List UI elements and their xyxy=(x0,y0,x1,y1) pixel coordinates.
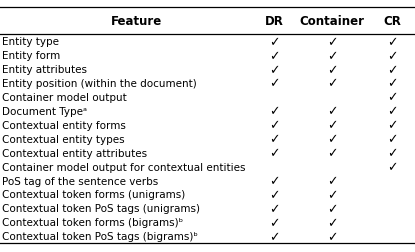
Text: Entity position (within the document): Entity position (within the document) xyxy=(2,79,197,89)
Text: Container model output for contextual entities: Container model output for contextual en… xyxy=(2,162,246,172)
Text: ✓: ✓ xyxy=(327,216,337,229)
Text: Contextual entity attributes: Contextual entity attributes xyxy=(2,148,147,158)
Text: Entity form: Entity form xyxy=(2,51,60,61)
Text: ✓: ✓ xyxy=(327,50,337,62)
Text: ✓: ✓ xyxy=(327,133,337,146)
Text: ✓: ✓ xyxy=(387,50,398,62)
Text: ✓: ✓ xyxy=(269,188,279,201)
Text: ✓: ✓ xyxy=(327,174,337,187)
Text: ✓: ✓ xyxy=(327,202,337,215)
Text: ✓: ✓ xyxy=(327,230,337,243)
Text: ✓: ✓ xyxy=(269,64,279,76)
Text: ✓: ✓ xyxy=(269,202,279,215)
Text: ✓: ✓ xyxy=(327,119,337,132)
Text: ✓: ✓ xyxy=(269,230,279,243)
Text: Entity attributes: Entity attributes xyxy=(2,65,87,75)
Text: Contextual token PoS tags (bigrams)ᵇ: Contextual token PoS tags (bigrams)ᵇ xyxy=(2,231,198,241)
Text: ✓: ✓ xyxy=(327,105,337,118)
Text: ✓: ✓ xyxy=(269,50,279,62)
Text: ✓: ✓ xyxy=(387,147,398,160)
Text: Feature: Feature xyxy=(111,15,163,28)
Text: CR: CR xyxy=(383,15,401,28)
Text: ✓: ✓ xyxy=(327,188,337,201)
Text: ✓: ✓ xyxy=(269,216,279,229)
Text: ✓: ✓ xyxy=(327,64,337,76)
Text: ✓: ✓ xyxy=(269,119,279,132)
Text: Container model output: Container model output xyxy=(2,93,127,103)
Text: ✓: ✓ xyxy=(387,36,398,49)
Text: ✓: ✓ xyxy=(387,91,398,104)
Text: ✓: ✓ xyxy=(269,105,279,118)
Text: ✓: ✓ xyxy=(387,133,398,146)
Text: ✓: ✓ xyxy=(269,36,279,49)
Text: Container: Container xyxy=(300,15,364,28)
Text: PoS tag of the sentence verbs: PoS tag of the sentence verbs xyxy=(2,176,159,186)
Text: Contextual token forms (unigrams): Contextual token forms (unigrams) xyxy=(2,190,186,200)
Text: Contextual entity types: Contextual entity types xyxy=(2,134,124,144)
Text: ✓: ✓ xyxy=(269,133,279,146)
Text: ✓: ✓ xyxy=(269,147,279,160)
Text: ✓: ✓ xyxy=(269,174,279,187)
Text: ✓: ✓ xyxy=(327,77,337,90)
Text: ✓: ✓ xyxy=(387,119,398,132)
Text: ✓: ✓ xyxy=(387,105,398,118)
Text: ✓: ✓ xyxy=(269,77,279,90)
Text: ✓: ✓ xyxy=(387,161,398,173)
Text: Document Typeᵃ: Document Typeᵃ xyxy=(2,107,87,116)
Text: DR: DR xyxy=(264,15,283,28)
Text: Contextual token forms (bigrams)ᵇ: Contextual token forms (bigrams)ᵇ xyxy=(2,217,183,227)
Text: Contextual entity forms: Contextual entity forms xyxy=(2,120,126,130)
Text: Contextual token PoS tags (unigrams): Contextual token PoS tags (unigrams) xyxy=(2,204,200,213)
Text: ✓: ✓ xyxy=(387,64,398,76)
Text: ✓: ✓ xyxy=(327,147,337,160)
Text: ✓: ✓ xyxy=(387,77,398,90)
Text: ✓: ✓ xyxy=(327,36,337,49)
Text: Entity type: Entity type xyxy=(2,37,59,47)
